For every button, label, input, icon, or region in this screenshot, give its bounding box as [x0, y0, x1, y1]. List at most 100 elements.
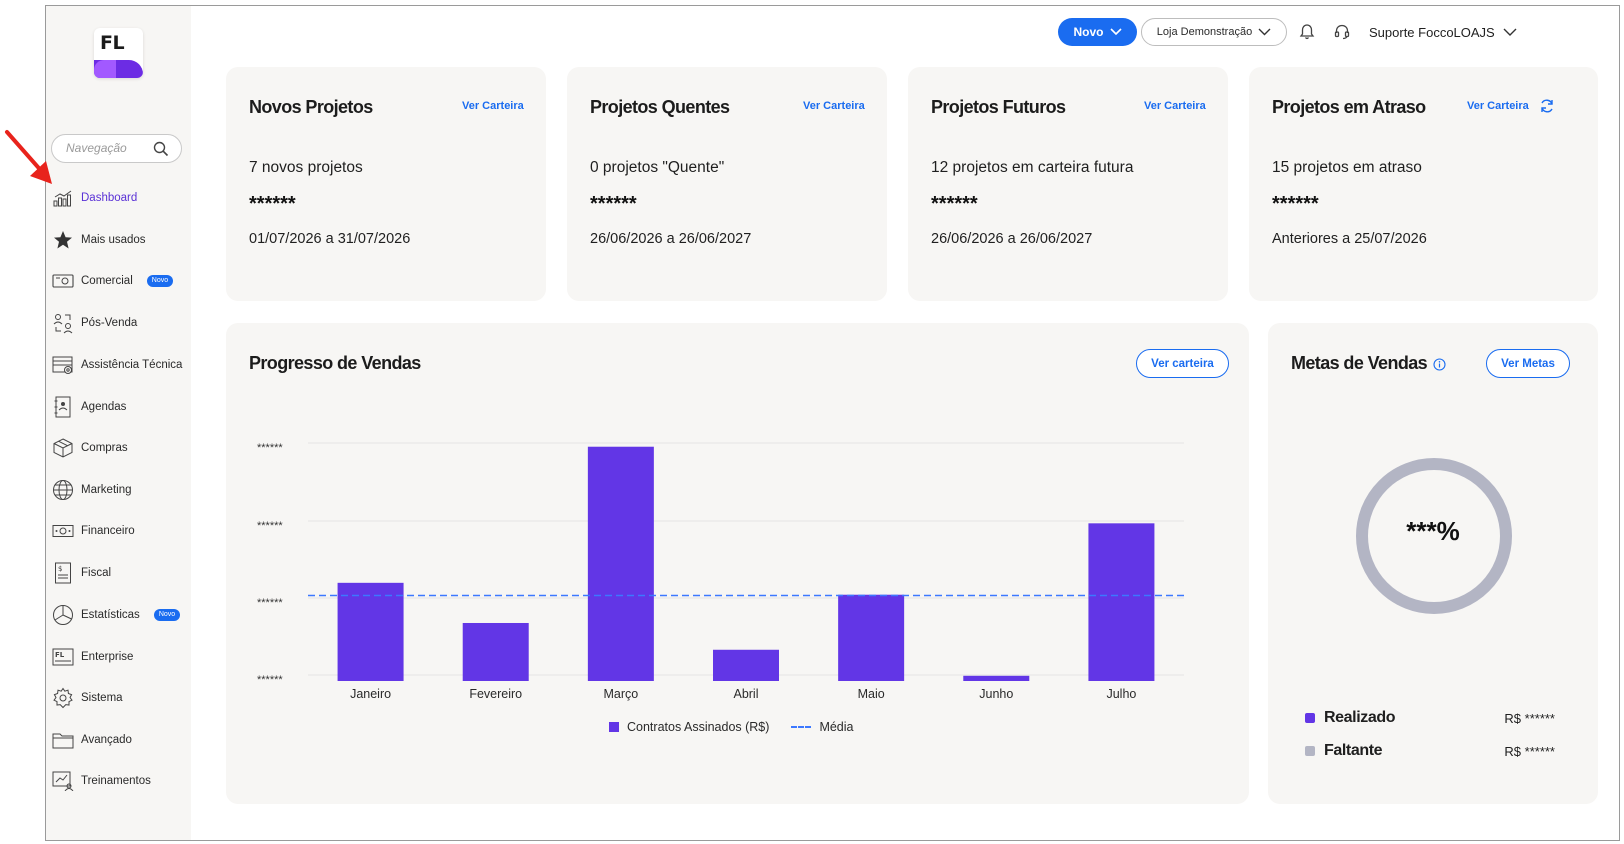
sidebar-item-avancado[interactable]: Avançado — [52, 728, 187, 752]
sidebar-item-estatisticas[interactable]: Estatísticas Novo — [52, 603, 187, 627]
legend-swatch — [1305, 746, 1315, 756]
sidebar-item-agendas[interactable]: Agendas — [52, 395, 187, 419]
summary-card: Projetos em Atraso Ver Carteira 15 projeto… — [1249, 67, 1598, 301]
app-logo[interactable]: FL — [94, 28, 143, 78]
enterprise-icon: FL — [52, 646, 74, 668]
store-selector[interactable]: Loja Demonstração — [1141, 18, 1287, 46]
sidebar-item-label: Mais usados — [81, 234, 146, 246]
headset-icon[interactable] — [1333, 23, 1351, 41]
bar — [713, 649, 779, 681]
user-menu[interactable]: Suporte FoccoLOAJS — [1369, 22, 1517, 42]
x-tick-label: Maio — [858, 687, 885, 701]
ver-carteira-link[interactable]: Ver Carteira — [1144, 100, 1206, 112]
card-count: 7 novos projetos — [249, 159, 363, 176]
sales-goals-panel: Metas de Vendas Ver Metas ***% Realizado… — [1268, 323, 1598, 804]
card-count: 12 projetos em carteira futura — [931, 159, 1134, 176]
x-tick-label: Abril — [733, 687, 758, 701]
sidebar-item-label: Estatísticas — [81, 609, 140, 621]
card-period: 26/06/2026 a 26/06/2027 — [931, 231, 1093, 247]
ver-carteira-link[interactable]: Ver Carteira — [803, 100, 865, 112]
card-count: 0 projetos "Quente" — [590, 159, 725, 176]
card-masked-value: ****** — [249, 193, 296, 215]
sidebar-item-fiscal[interactable]: $ Fiscal — [52, 561, 187, 585]
logo-text: FL — [100, 32, 125, 54]
navigation-search[interactable] — [51, 134, 182, 163]
bar — [337, 582, 404, 681]
money-icon — [52, 520, 74, 542]
sidebar-item-assistencia-tecnica[interactable]: Assistência Técnica — [52, 353, 187, 377]
y-tick-label: ****** — [257, 442, 283, 454]
sidebar-item-label: Avançado — [81, 734, 132, 746]
goal-legend-value: R$ ****** — [1504, 743, 1555, 759]
bar — [462, 622, 529, 681]
gear-icon — [52, 687, 74, 709]
chevron-down-icon — [1109, 28, 1122, 36]
info-icon[interactable] — [1433, 358, 1447, 371]
sidebar-item-marketing[interactable]: Marketing — [52, 478, 187, 502]
globe-icon — [52, 479, 74, 501]
goal-legend-label: Realizado — [1324, 709, 1396, 726]
sidebar-item-compras[interactable]: Compras — [52, 436, 187, 460]
sales-bar-chart: ****** ****** ****** ****** Janeiro Fevereiro… — [257, 442, 1184, 701]
ver-carteira-button[interactable]: Ver carteira — [1136, 349, 1229, 378]
goal-legend-row: Faltante R$ ****** — [1305, 742, 1555, 760]
sidebar-item-enterprise[interactable]: FL Enterprise — [52, 645, 187, 669]
x-tick-label: Janeiro — [350, 687, 391, 701]
novo-button[interactable]: Novo — [1058, 18, 1137, 46]
star-icon — [52, 229, 74, 251]
sidebar-item-label: Sistema — [81, 692, 123, 704]
sales-progress-title: Progresso de Vendas — [249, 353, 421, 373]
card-title: Novos Projetos — [249, 97, 373, 117]
y-tick-label: ****** — [257, 597, 283, 609]
card-masked-value: ****** — [931, 193, 978, 215]
sidebar-item-comercial[interactable]: Comercial Novo — [52, 269, 187, 293]
training-icon — [52, 770, 74, 792]
bar — [838, 594, 905, 681]
agenda-icon — [52, 396, 74, 418]
goal-legend-value: R$ ****** — [1504, 710, 1555, 726]
box-icon — [52, 437, 74, 459]
toolbox-icon — [52, 354, 74, 376]
search-icon[interactable] — [153, 141, 169, 157]
goals-percent: ***% — [1406, 516, 1460, 546]
novo-button-label: Novo — [1073, 25, 1104, 39]
bar — [963, 675, 1030, 681]
new-badge: Novo — [153, 609, 181, 621]
wallet-icon — [52, 270, 74, 292]
ver-carteira-link[interactable]: Ver Carteira — [1467, 100, 1529, 112]
card-title: Projetos em Atraso — [1272, 97, 1426, 117]
sidebar: FL Dashboard Mais usados Comercial Novo Pós-… — [46, 6, 191, 840]
navigation-search-input[interactable] — [66, 141, 156, 155]
svg-text:$: $ — [58, 565, 62, 573]
legend-label-average[interactable]: Média — [819, 720, 854, 734]
store-selector-label: Loja Demonstração — [1156, 26, 1253, 38]
legend-label-contracts[interactable]: Contratos Assinados (R$) — [627, 720, 770, 734]
sidebar-item-financeiro[interactable]: Financeiro — [52, 519, 187, 543]
legend-swatch-contracts — [609, 722, 619, 732]
sidebar-item-label: Comercial — [81, 275, 133, 287]
card-masked-value: ****** — [1272, 193, 1319, 215]
x-tick-label: Fevereiro — [469, 687, 522, 701]
sales-goals-title: Metas de Vendas — [1291, 353, 1447, 374]
sidebar-item-sistema[interactable]: Sistema — [52, 686, 187, 710]
refresh-icon[interactable] — [1539, 98, 1555, 114]
folder-icon — [52, 729, 74, 751]
card-count: 15 projetos em atraso — [1272, 159, 1422, 176]
sidebar-item-label: Assistência Técnica — [81, 359, 183, 371]
card-title: Projetos Quentes — [590, 97, 730, 117]
sidebar-item-pos-venda[interactable]: Pós-Venda — [52, 311, 187, 335]
svg-text:FL: FL — [55, 651, 65, 659]
chart-legend: Contratos Assinados (R$) Média — [609, 720, 853, 734]
x-tick-label: Junho — [979, 687, 1013, 701]
sidebar-item-treinamentos[interactable]: Treinamentos — [52, 769, 187, 793]
ver-metas-button[interactable]: Ver Metas — [1486, 349, 1570, 378]
sidebar-item-dashboard[interactable]: Dashboard — [52, 186, 187, 210]
x-tick-label: Março — [603, 687, 638, 701]
card-masked-value: ****** — [590, 193, 637, 215]
sidebar-item-label: Financeiro — [81, 525, 135, 537]
ver-carteira-link[interactable]: Ver Carteira — [462, 100, 524, 112]
bell-icon[interactable] — [1298, 23, 1316, 41]
sidebar-item-mais-usados[interactable]: Mais usados — [52, 228, 187, 252]
user-name: Suporte FoccoLOAJS — [1369, 24, 1495, 40]
card-period: 01/07/2026 a 31/07/2026 — [249, 231, 411, 247]
